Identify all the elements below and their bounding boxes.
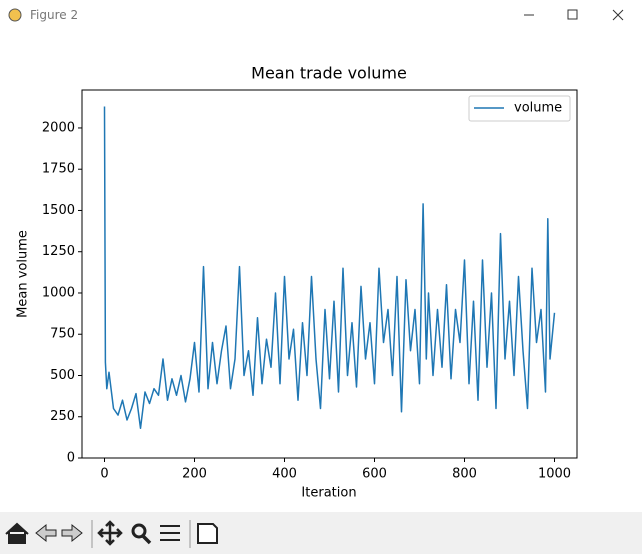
save-button[interactable]	[197, 523, 218, 544]
forward-button[interactable]	[61, 523, 83, 543]
x-tick-label: 800	[452, 467, 477, 482]
chart-title: Mean trade volume	[251, 64, 407, 83]
y-tick-label: 2000	[42, 120, 75, 135]
x-axis-label: Iteration	[301, 486, 356, 501]
close-button[interactable]	[612, 9, 624, 21]
toolbar-icons	[5, 520, 218, 548]
x-tick-label: 0	[100, 467, 108, 482]
configure-button[interactable]	[160, 525, 180, 541]
toolbar	[0, 512, 642, 554]
back-button[interactable]	[35, 523, 57, 543]
x-tick-label: 200	[182, 467, 207, 482]
chart: Mean trade volume Iteration Mean volume …	[16, 64, 578, 501]
axes-frame	[81, 89, 578, 459]
title-bar: Figure 2	[0, 0, 642, 30]
title-bar-icons	[8, 8, 624, 22]
zoom-handle	[141, 534, 152, 545]
legend-box	[468, 95, 571, 122]
data-line	[103, 106, 556, 430]
y-axis-label: Mean volume	[16, 230, 31, 318]
y-tick-label: 500	[50, 368, 75, 383]
y-tick-label: 750	[50, 327, 75, 342]
home-button[interactable]	[5, 522, 29, 544]
y-tick-label: 1250	[42, 244, 75, 259]
x-tick-label: 1000	[538, 467, 571, 482]
y-tick-label: 1000	[42, 285, 75, 300]
app-icon	[8, 8, 22, 22]
y-tick-label: 250	[50, 409, 75, 424]
y-tick-label: 0	[67, 451, 75, 466]
x-tick-label: 600	[362, 467, 387, 482]
y-tick-label: 1500	[42, 203, 75, 218]
maximize-button[interactable]	[567, 9, 578, 20]
window-title: Figure 2	[30, 8, 79, 22]
pan-button[interactable]	[97, 520, 123, 546]
legend-label: volume	[514, 101, 562, 116]
y-tick-label: 1750	[42, 162, 75, 177]
zoom-button[interactable]	[131, 523, 147, 539]
x-tick-label: 400	[272, 467, 297, 482]
